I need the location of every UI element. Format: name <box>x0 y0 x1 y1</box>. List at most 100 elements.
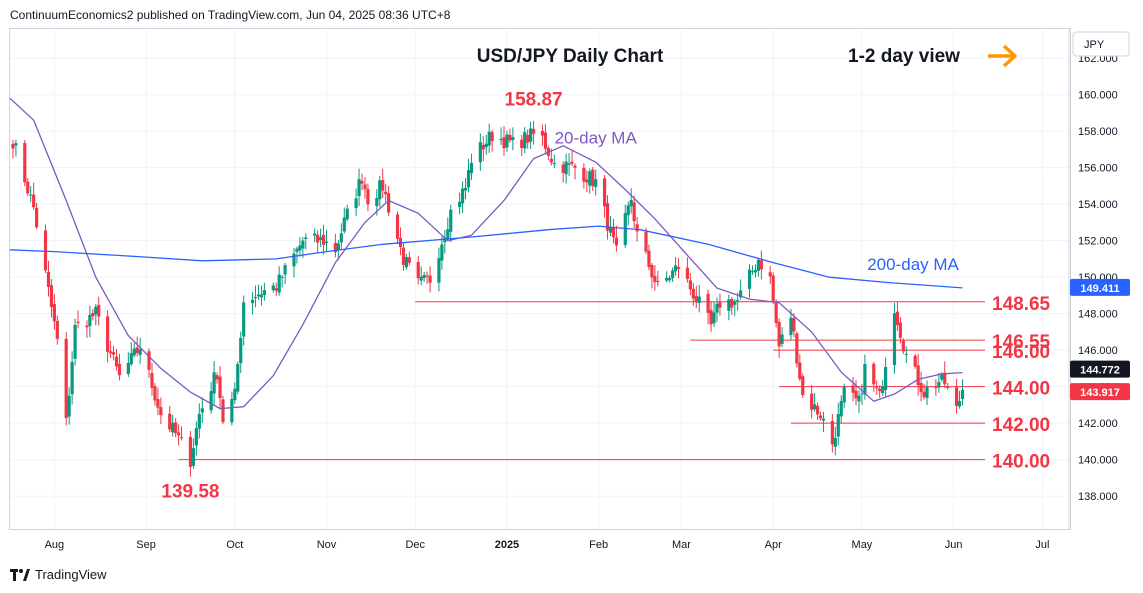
chart-annotations: USD/JPY Daily Chart 1-2 day view 158.87 139… <box>161 44 1017 502</box>
candle-body <box>676 267 681 269</box>
y-tick-label: 154.000 <box>1078 199 1118 211</box>
candle-body <box>150 373 154 388</box>
candle-body <box>14 143 18 146</box>
candle-body <box>715 303 719 313</box>
candle-body <box>647 250 651 268</box>
candle-body <box>531 128 536 134</box>
candle-body <box>23 142 27 183</box>
candle-body <box>301 240 305 249</box>
candle-body <box>333 242 337 253</box>
candle-body <box>221 399 225 423</box>
candle-body <box>756 259 760 271</box>
candle-body <box>259 294 264 298</box>
candle-body <box>478 142 482 163</box>
ma200-line <box>9 225 963 289</box>
candle-body <box>425 275 429 277</box>
candle-body <box>892 313 897 366</box>
candle-body <box>230 399 234 423</box>
candle-body <box>360 181 364 184</box>
candle-body <box>815 405 820 415</box>
candle-body <box>673 265 678 272</box>
candle-body <box>366 189 370 205</box>
level-label: 146.55 <box>992 332 1051 353</box>
candle-body <box>313 233 317 236</box>
candle-body <box>526 134 530 143</box>
candle-body <box>404 257 408 268</box>
candle-body <box>469 162 474 174</box>
candle-body <box>55 320 59 339</box>
candle-body <box>901 340 905 352</box>
candle-body <box>35 207 39 228</box>
level-label: 148.65 <box>992 294 1051 315</box>
candle-body <box>304 237 308 239</box>
candle-body <box>177 432 181 436</box>
candle-body <box>777 321 781 347</box>
y-tick-label: 148.000 <box>1078 309 1118 321</box>
candle-body <box>872 363 876 385</box>
candle-body <box>718 302 722 308</box>
ma20-price-tag <box>1070 360 1130 378</box>
candle-body <box>26 181 30 194</box>
candle-body <box>792 318 796 332</box>
x-tick-label: Jul <box>1035 539 1049 551</box>
candle-body <box>484 143 488 148</box>
candle-body <box>194 428 198 446</box>
candle-body <box>895 311 900 326</box>
candle-body <box>623 213 627 246</box>
x-tick-label: Nov <box>317 539 337 551</box>
publisher-line: ContinuumEconomics2 published on Trading… <box>10 8 451 22</box>
candle-body <box>644 231 648 252</box>
x-tick-label: May <box>852 539 873 551</box>
candle-body <box>487 131 491 146</box>
candle-body <box>946 387 950 389</box>
candle-body <box>821 418 826 421</box>
candle-body <box>499 138 503 141</box>
candle-body <box>632 202 636 222</box>
axes: 138.000140.000142.000144.000146.000148.0… <box>45 29 1130 551</box>
tradingview-brand[interactable]: TradingView <box>10 567 107 582</box>
candle-body <box>954 387 959 406</box>
level-label: 146.00 <box>992 342 1050 363</box>
candle-body <box>854 390 858 399</box>
candle-body <box>543 132 548 149</box>
candle-body <box>875 387 879 389</box>
level-label: 140.00 <box>992 452 1050 473</box>
y-tick-label: 146.000 <box>1078 345 1118 357</box>
candle-body <box>135 347 139 354</box>
candle-body <box>212 372 216 394</box>
currency-box[interactable] <box>1072 31 1130 57</box>
candle-body <box>810 393 814 410</box>
candle-body <box>671 270 675 278</box>
candle-body <box>437 258 441 283</box>
candle-body <box>750 271 755 273</box>
candle-body <box>274 288 278 291</box>
candle-body <box>49 285 54 308</box>
candle-body <box>354 198 358 209</box>
x-tick-label: Feb <box>589 539 608 551</box>
candle-body <box>540 130 545 136</box>
candle-body <box>156 399 160 408</box>
candle-body <box>179 437 184 439</box>
candle-body <box>712 312 716 324</box>
x-tick-label: Apr <box>765 539 782 551</box>
candle-body <box>283 265 287 275</box>
candle-body <box>511 137 515 140</box>
candle-body <box>339 233 343 243</box>
candle-body <box>387 193 391 213</box>
brand-label: TradingView <box>35 567 107 582</box>
candle-body <box>191 448 196 466</box>
candle-body <box>200 408 204 413</box>
candle-body <box>768 272 772 277</box>
candle-body <box>753 270 758 273</box>
candle-body <box>508 134 512 141</box>
candle-body <box>857 395 861 402</box>
candle-body <box>771 275 775 302</box>
candle-body <box>298 245 302 251</box>
candle-body <box>490 132 494 142</box>
candle-body <box>256 294 261 297</box>
candlesticks <box>11 120 965 477</box>
candle-body <box>943 372 947 385</box>
candle-body <box>585 179 589 183</box>
high-label: 158.87 <box>505 89 563 110</box>
